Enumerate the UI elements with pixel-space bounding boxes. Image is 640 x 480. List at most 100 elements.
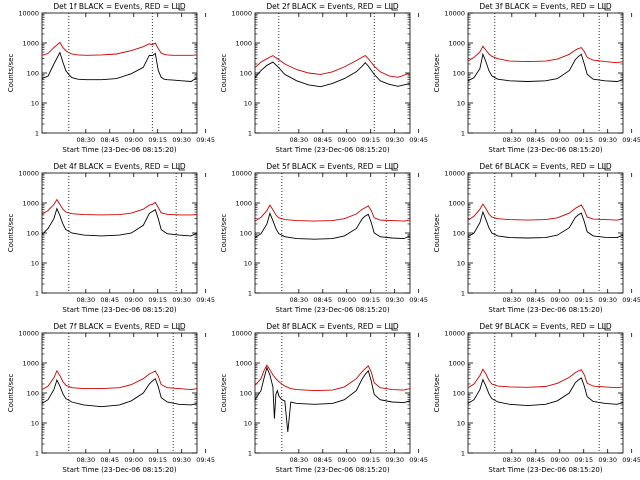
series-events-black xyxy=(467,210,624,239)
x-tick-label: 09:15 xyxy=(574,456,593,464)
x-tick-label: 09:45 xyxy=(196,456,215,464)
y-axis-label: Counts/sec xyxy=(433,214,441,253)
y-tick-label: 10 xyxy=(31,100,39,108)
plot-frame xyxy=(467,332,624,454)
x-tick-label: 09:00 xyxy=(124,296,143,304)
x-tick-label: 09:30 xyxy=(598,456,617,464)
y-tick-label: 1 xyxy=(248,450,252,458)
x-tick-label: 09:30 xyxy=(385,296,404,304)
x-tick-label: 08:30 xyxy=(289,456,308,464)
y-tick-label: 10000 xyxy=(231,10,252,18)
y-tick-label: 100 xyxy=(453,390,465,398)
x-tick-label: 09:45 xyxy=(622,456,640,464)
x-tick-label: 08:30 xyxy=(502,456,521,464)
panel-title: Det 5f BLACK = Events, RED = LLD xyxy=(266,162,399,171)
x-tick-label: 08:45 xyxy=(100,456,119,464)
series-lld-red xyxy=(254,364,411,392)
y-tick-label: 1000 xyxy=(235,200,252,208)
x-tick-label: 09:45 xyxy=(409,296,428,304)
x-tick-label: 08:45 xyxy=(313,456,332,464)
title-marker xyxy=(391,3,398,11)
panel-7: Det 7f BLACK = Events, RED = LLD 1 10 100 10… xyxy=(7,322,215,474)
plot-frame xyxy=(254,12,411,134)
series-lld-red xyxy=(41,41,198,56)
y-axis-label: Counts/sec xyxy=(220,374,228,413)
y-tick-label: 1000 xyxy=(448,360,465,368)
y-tick-label: 100 xyxy=(27,390,39,398)
y-tick-label: 10000 xyxy=(444,10,465,18)
y-axis-label: Counts/sec xyxy=(7,54,15,93)
x-axis-label: Start Time (23-Dec-06 08:15:20) xyxy=(62,306,176,314)
y-tick-label: 100 xyxy=(453,230,465,238)
x-tick-label: 09:00 xyxy=(550,136,569,144)
series-lld-red xyxy=(41,369,198,391)
panel-9: Det 9f BLACK = Events, RED = LLD 1 10 100 10… xyxy=(433,322,640,474)
panel-title: Det 6f BLACK = Events, RED = LLD xyxy=(479,162,612,171)
x-tick-label: 08:45 xyxy=(526,296,545,304)
x-tick-label: 09:45 xyxy=(196,136,215,144)
x-axis-label: Start Time (23-Dec-06 08:15:20) xyxy=(275,306,389,314)
y-axis-label: Counts/sec xyxy=(7,374,15,413)
title-marker xyxy=(178,163,185,171)
series-lld-red xyxy=(254,204,411,222)
x-tick-label: 09:30 xyxy=(598,296,617,304)
plot-frame xyxy=(41,332,198,454)
title-marker xyxy=(604,3,611,11)
y-tick-label: 1000 xyxy=(22,200,39,208)
series-events-black xyxy=(41,51,198,82)
y-tick-label: 10 xyxy=(244,260,252,268)
series-events-black xyxy=(41,377,198,408)
plot-frame xyxy=(41,172,198,294)
x-tick-label: 08:45 xyxy=(526,456,545,464)
series-events-black xyxy=(254,366,411,433)
panel-6: Det 6f BLACK = Events, RED = LLD 1 10 100 10… xyxy=(433,162,640,314)
x-tick-label: 09:00 xyxy=(337,456,356,464)
y-tick-label: 10000 xyxy=(444,170,465,178)
y-tick-label: 1 xyxy=(248,130,252,138)
x-tick-label: 09:00 xyxy=(550,456,569,464)
panel-8: Det 8f BLACK = Events, RED = LLD 1 10 100 10… xyxy=(220,322,428,474)
x-tick-label: 09:00 xyxy=(337,136,356,144)
series-events-black xyxy=(41,207,198,237)
x-tick-label: 09:00 xyxy=(124,456,143,464)
x-tick-label: 08:45 xyxy=(313,296,332,304)
title-marker xyxy=(178,3,185,11)
series-events-black xyxy=(254,61,411,88)
series-lld-red xyxy=(467,368,624,389)
panel-4: Det 4f BLACK = Events, RED = LLD 1 10 100 10… xyxy=(7,162,215,314)
y-tick-label: 100 xyxy=(240,70,252,78)
y-tick-label: 1000 xyxy=(22,360,39,368)
title-marker xyxy=(391,163,398,171)
x-tick-label: 09:30 xyxy=(172,296,191,304)
y-axis-label: Counts/sec xyxy=(220,214,228,253)
x-tick-label: 09:00 xyxy=(337,296,356,304)
y-tick-label: 100 xyxy=(453,70,465,78)
y-tick-label: 10 xyxy=(31,420,39,428)
panel-3: Det 3f BLACK = Events, RED = LLD 1 10 100 10… xyxy=(433,2,640,154)
y-tick-label: 100 xyxy=(27,70,39,78)
y-tick-label: 1 xyxy=(461,130,465,138)
x-tick-label: 08:45 xyxy=(100,296,119,304)
x-tick-label: 09:45 xyxy=(622,296,640,304)
title-marker xyxy=(604,323,611,331)
x-axis-label: Start Time (23-Dec-06 08:15:20) xyxy=(488,146,602,154)
x-tick-label: 09:45 xyxy=(409,136,428,144)
y-tick-label: 100 xyxy=(240,390,252,398)
y-tick-label: 1000 xyxy=(448,200,465,208)
y-tick-label: 1000 xyxy=(235,40,252,48)
x-tick-label: 09:15 xyxy=(148,136,167,144)
panel-1: Det 1f BLACK = Events, RED = LLD 1 10 100 10… xyxy=(7,2,215,154)
panel-5: Det 5f BLACK = Events, RED = LLD 1 10 100 10… xyxy=(220,162,428,314)
x-tick-label: 09:30 xyxy=(172,456,191,464)
y-tick-label: 1 xyxy=(248,290,252,298)
x-tick-label: 09:15 xyxy=(361,136,380,144)
x-tick-label: 09:15 xyxy=(361,456,380,464)
x-tick-label: 08:30 xyxy=(502,136,521,144)
y-tick-label: 10 xyxy=(457,260,465,268)
y-tick-label: 1 xyxy=(35,450,39,458)
title-marker xyxy=(178,323,185,331)
x-tick-label: 09:30 xyxy=(598,136,617,144)
x-tick-label: 08:30 xyxy=(289,296,308,304)
x-tick-label: 08:30 xyxy=(502,296,521,304)
x-tick-label: 08:30 xyxy=(76,136,95,144)
